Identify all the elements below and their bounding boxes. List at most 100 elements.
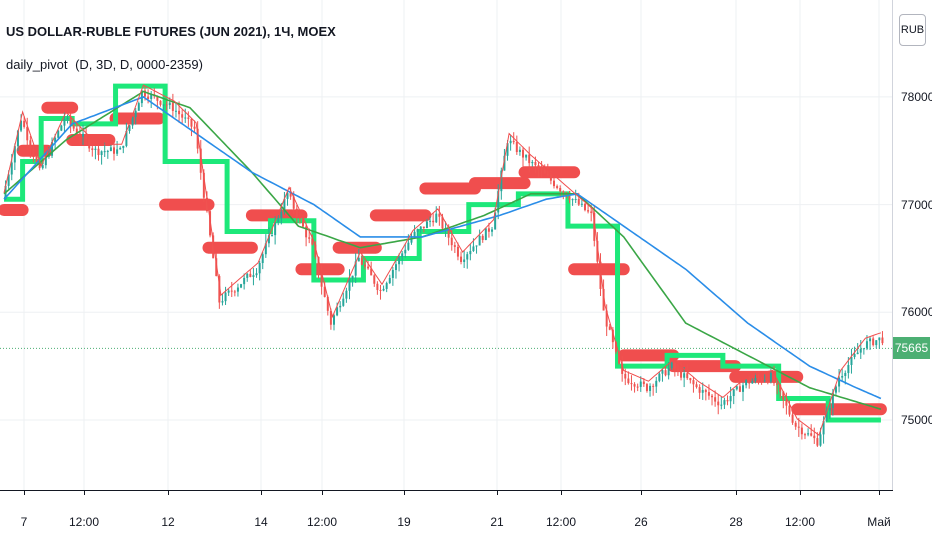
price-tick-label: 77000 (901, 197, 932, 212)
candle-body (525, 154, 528, 158)
candle-body (205, 197, 208, 212)
candle-body (91, 148, 94, 150)
candle-body (32, 148, 35, 158)
candle-body (593, 212, 596, 241)
candle-body (667, 368, 670, 376)
candle-body (512, 140, 515, 143)
candle-body (450, 237, 453, 246)
ma-line-blue (3, 95, 882, 400)
candle-body (543, 170, 546, 174)
candle-body (469, 251, 472, 255)
candle-body (732, 389, 735, 397)
candle-body (590, 211, 593, 213)
price-tick-label: 76000 (901, 305, 932, 320)
candle-body (649, 385, 652, 391)
candle-body (800, 427, 803, 435)
candle-body (147, 96, 150, 100)
candle-body (481, 235, 484, 240)
candle-body (419, 226, 422, 230)
candle-body (695, 384, 698, 388)
candle-body (546, 173, 549, 176)
candle-body (605, 310, 608, 327)
candle-body (305, 226, 308, 238)
candle-body (859, 349, 862, 353)
time-tick-mark (879, 490, 880, 495)
candle-body (88, 138, 91, 149)
candle-body (438, 213, 441, 217)
candle-body (658, 373, 661, 381)
candle-body (491, 229, 494, 232)
candle-body (280, 211, 283, 219)
candle-body (487, 228, 490, 232)
candle-body (258, 263, 261, 274)
candle-body (13, 146, 16, 163)
time-tick-mark (561, 490, 562, 495)
candle-body (599, 261, 602, 289)
time-tick-label: 12 (161, 515, 175, 529)
candle-body (199, 148, 202, 173)
candle-body (97, 148, 100, 156)
candle-body (252, 275, 255, 277)
candle-body (379, 289, 382, 291)
candle-body (233, 291, 236, 293)
candle-body (583, 203, 586, 211)
time-tick-label: 12:00 (68, 515, 100, 529)
pivot-line-green (4, 83, 881, 423)
currency-badge[interactable]: RUB (899, 14, 926, 46)
candle-body (515, 142, 518, 153)
candle-body (168, 102, 171, 105)
candle-body (717, 401, 720, 406)
candle-body (308, 237, 311, 239)
time-tick-label: Май (867, 515, 891, 529)
candle-body (60, 125, 63, 131)
price-tick-label: 78000 (901, 89, 932, 104)
candle-body (497, 191, 500, 213)
candle-body (735, 386, 738, 390)
candle-body (283, 198, 286, 212)
candle-body (441, 216, 444, 229)
candle-body (342, 298, 345, 306)
indicator-name: daily_pivot (6, 57, 68, 72)
candle-body (240, 284, 243, 288)
candle-body (698, 387, 701, 393)
candle-body (664, 370, 667, 376)
candle-body (509, 140, 512, 144)
candle-body (782, 391, 785, 400)
candle-body (630, 383, 633, 385)
time-tick-mark (736, 490, 737, 495)
time-tick-label: 26 (634, 515, 648, 529)
candle-body (360, 257, 363, 265)
candle-body (850, 357, 853, 365)
candle-body (261, 254, 264, 264)
indicator-params: (D, 3D, D, 0000-2359) (75, 57, 203, 72)
candle-body (187, 117, 190, 119)
candle-body (670, 362, 673, 369)
candle-body (277, 218, 280, 223)
candle-body (317, 256, 320, 276)
candle-body (785, 399, 788, 406)
candle-body (178, 110, 181, 115)
candle-body (655, 380, 658, 387)
candle-body (373, 275, 376, 284)
candle-body (627, 378, 630, 384)
candle-body (10, 162, 13, 175)
candle-body (872, 338, 875, 346)
candle-body (729, 396, 732, 402)
candle-body (862, 348, 865, 350)
candle-body (246, 273, 249, 278)
candle-body (571, 199, 574, 201)
indicator-legend[interactable]: daily_pivot (D, 3D, D, 0000-2359) (6, 57, 203, 72)
candle-body (763, 380, 766, 382)
candle-body (460, 256, 463, 262)
candle-body (429, 220, 432, 222)
candle-body (825, 410, 828, 422)
candle-body (472, 246, 475, 252)
time-tick-mark (800, 490, 801, 495)
candle-body (673, 362, 676, 369)
candle-body (320, 275, 323, 287)
candle-body (528, 154, 531, 164)
candle-body (828, 408, 831, 411)
candle-body (398, 256, 401, 265)
